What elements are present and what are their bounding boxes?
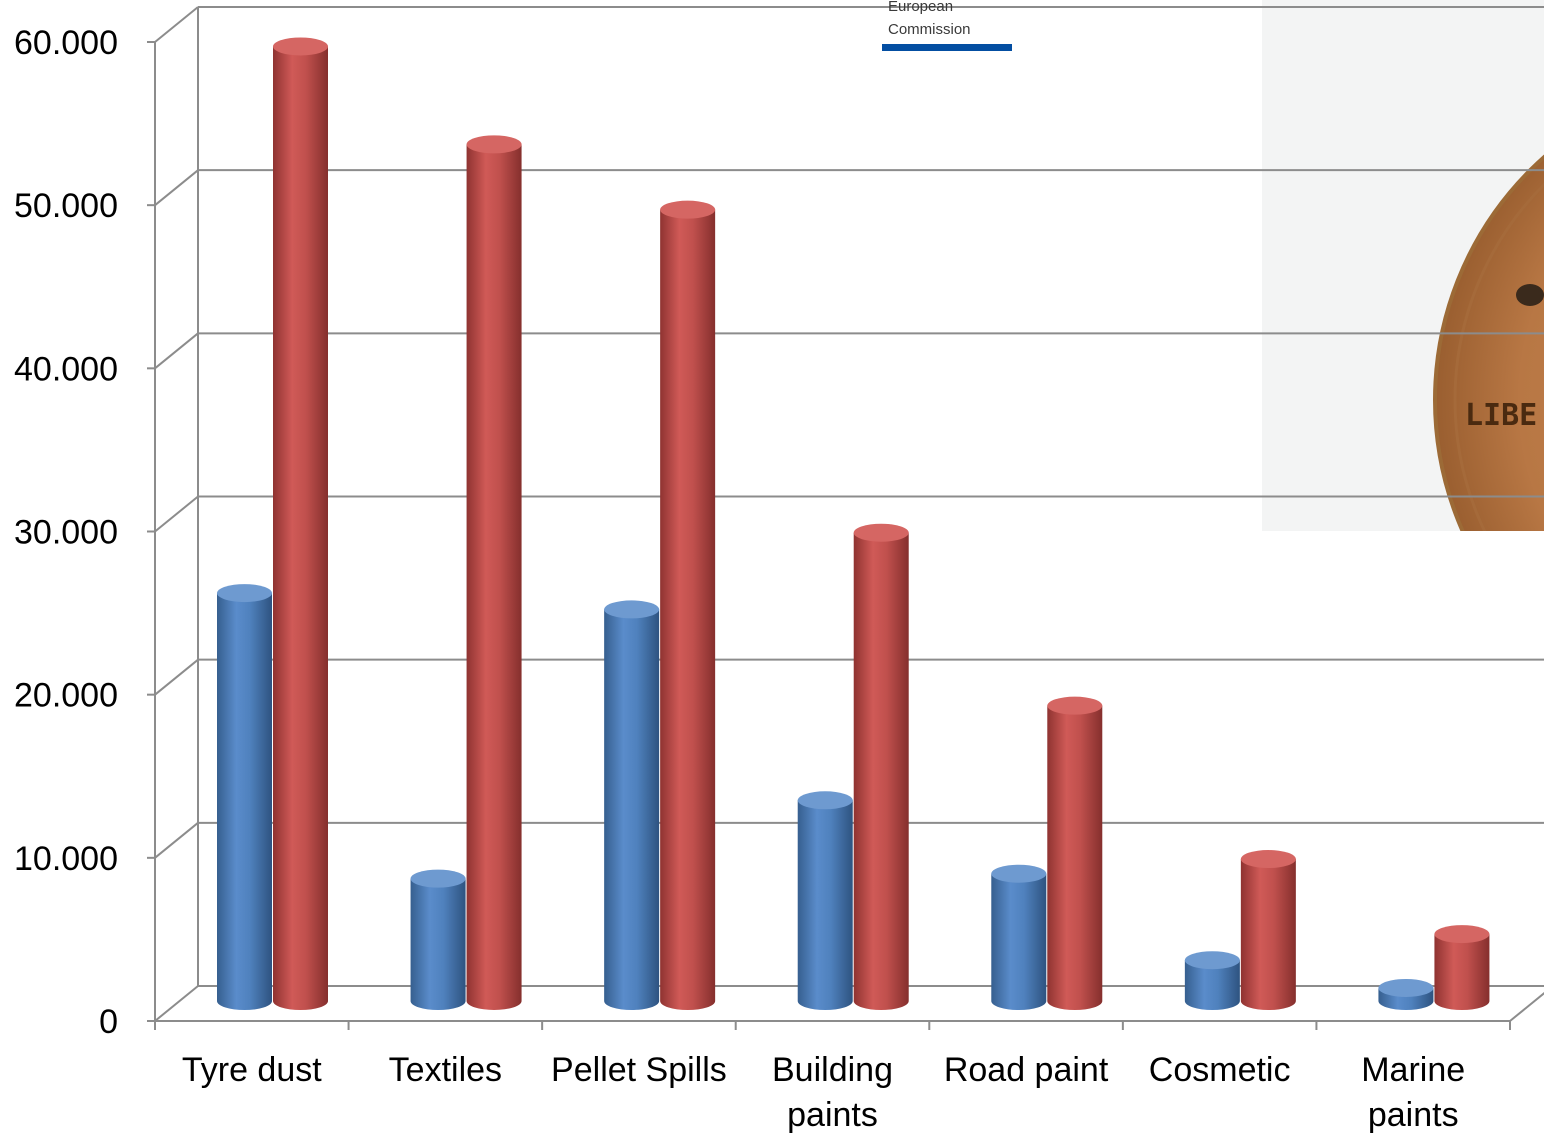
coin-photo: LIBE <box>1262 0 1544 531</box>
bars <box>217 37 1490 1011</box>
x-category-label: Pellet Spills <box>551 1051 727 1089</box>
bar-cap <box>466 135 522 154</box>
y-axis-tick-labels: 0 10.000 20.000 30.000 40.000 50.000 60.000 <box>14 24 118 1041</box>
floor-edge <box>1509 992 1544 1022</box>
bar-body <box>853 532 909 1010</box>
bar-blue-building-paints <box>797 791 853 1010</box>
gridline-side <box>154 6 199 43</box>
gridline-side <box>154 332 199 370</box>
bar-cap <box>273 37 328 56</box>
y-tick-label: 40.000 <box>14 350 118 388</box>
logo-bar <box>882 44 1012 51</box>
bar-red-tyre-dust <box>273 37 328 1011</box>
bar-cap <box>1184 951 1240 970</box>
bar-cap <box>797 791 853 810</box>
x-category-label: Textiles <box>389 1051 502 1089</box>
gridline-side <box>154 822 199 859</box>
x-category-label: Cosmetic <box>1149 1051 1291 1089</box>
bar-blue-road-paint <box>991 864 1047 1011</box>
gridline-side <box>154 169 199 206</box>
bar-cap <box>1434 925 1490 944</box>
x-axis-category-labels: Tyre dust Textiles Pellet Spills Building pa… <box>182 1051 1465 1134</box>
bar-body <box>410 878 466 1010</box>
gridline-side <box>154 658 199 696</box>
bar-cap <box>1047 696 1103 715</box>
gridline-side <box>154 495 199 533</box>
gridline-side <box>154 985 199 1022</box>
bar-blue-marine-paints <box>1378 978 1434 1010</box>
bar-cap <box>853 523 909 542</box>
bar-body <box>660 209 716 1010</box>
bar-body <box>604 609 660 1010</box>
bar-red-building-paints <box>853 523 909 1010</box>
bar-body <box>991 873 1047 1011</box>
bar-cap <box>410 869 466 888</box>
y-tick-label: 10.000 <box>14 840 118 878</box>
bar-body <box>217 593 272 1010</box>
bar-blue-textiles <box>410 869 466 1010</box>
bar-body <box>1240 859 1296 1010</box>
bar-body <box>1047 705 1103 1010</box>
bar-blue-pellet-spills <box>604 600 660 1010</box>
x-category-label: Road paint <box>944 1051 1109 1089</box>
penny-image <box>1433 154 1544 531</box>
bar-cap <box>1240 850 1296 869</box>
bar-body <box>466 144 522 1010</box>
logo-line-1: European <box>888 0 953 15</box>
bar-red-road-paint <box>1047 696 1103 1010</box>
bar-cap <box>217 584 272 603</box>
y-tick-label: 0 <box>99 1003 118 1041</box>
bar-body <box>797 800 853 1010</box>
bar-cap <box>660 200 716 219</box>
bar-cap <box>1378 978 1434 997</box>
european-commission-logo: European Commission <box>882 0 1012 51</box>
bar-cap <box>991 864 1047 883</box>
bar-red-marine-paints <box>1434 925 1490 1010</box>
bar-body <box>273 46 328 1011</box>
coin-lettering: LIBE <box>1465 398 1537 433</box>
y-tick-label: 50.000 <box>14 187 118 225</box>
y-tick-label: 30.000 <box>14 514 118 552</box>
bar-red-cosmetic <box>1240 850 1296 1010</box>
y-tick-label: 20.000 <box>14 677 118 715</box>
x-category-label: Marine paints <box>1361 1051 1465 1134</box>
y-tick-label: 60.000 <box>14 24 118 62</box>
bar-cap <box>604 600 660 619</box>
x-category-label: Building paints <box>772 1051 893 1134</box>
logo-line-2: Commission <box>888 21 971 38</box>
x-category-label: Tyre dust <box>182 1051 322 1089</box>
bar-blue-tyre-dust <box>217 584 272 1010</box>
bar-red-pellet-spills <box>660 200 716 1010</box>
bar-blue-cosmetic <box>1184 951 1240 1010</box>
bar-body <box>1184 960 1240 1010</box>
bar-red-textiles <box>466 135 522 1010</box>
bar-body <box>1434 934 1490 1010</box>
